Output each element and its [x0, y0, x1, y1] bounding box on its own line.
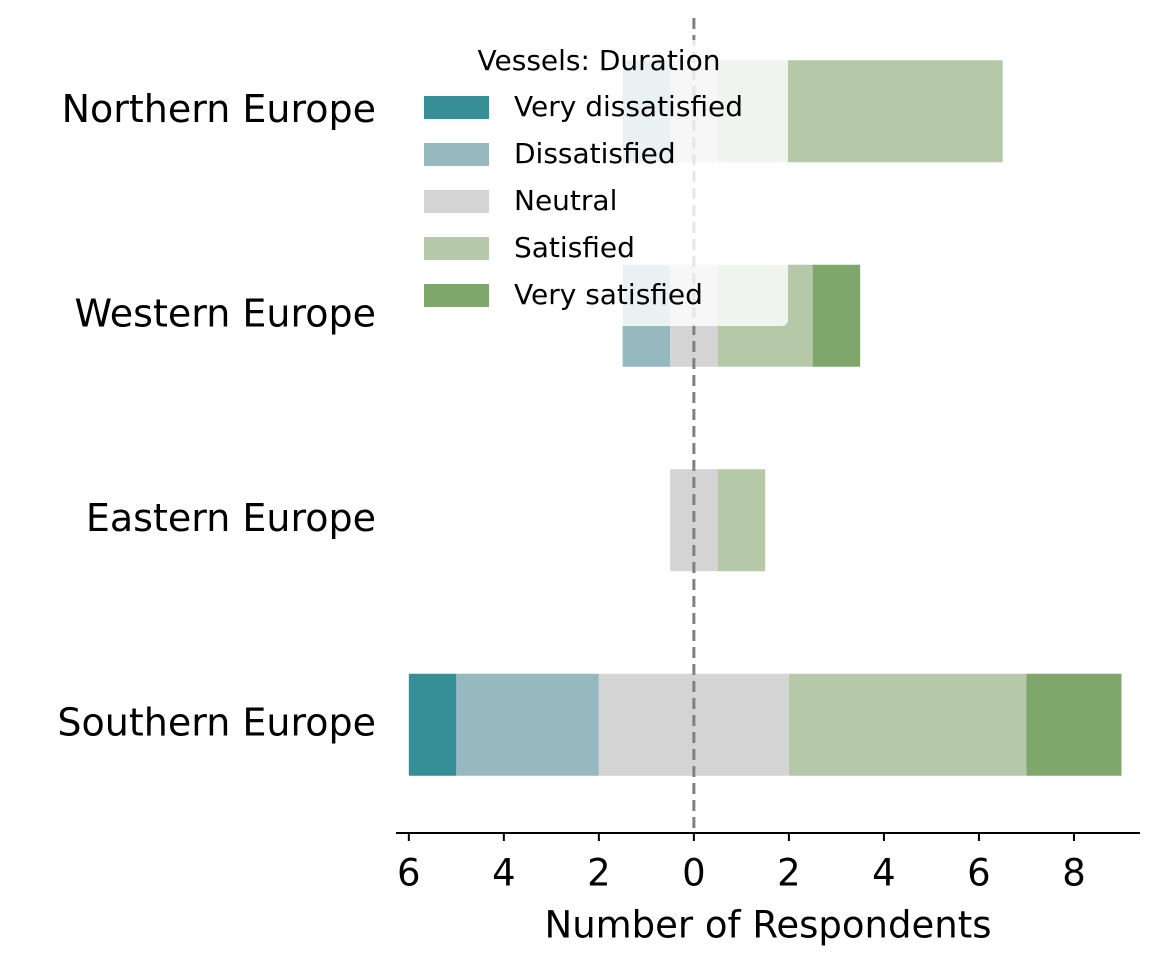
bar-segment — [456, 673, 599, 776]
legend-label: Very satisfied — [514, 278, 703, 311]
y-tick-label: Southern Europe — [57, 700, 376, 744]
legend-swatch — [424, 284, 489, 307]
bar-segment — [408, 673, 457, 776]
legend-label: Very dissatisfied — [514, 90, 743, 123]
x-tick-label: 8 — [1062, 852, 1086, 895]
legend-title: Vessels: Duration — [478, 44, 721, 77]
bar-segment — [812, 264, 861, 367]
y-tick-label: Northern Europe — [62, 87, 376, 131]
bar-segment — [788, 673, 1027, 776]
bar-segment — [717, 469, 766, 572]
y-tick-label: Western Europe — [74, 291, 376, 335]
legend-swatch — [424, 237, 489, 260]
x-tick-label: 2 — [777, 852, 801, 895]
legend-swatch — [424, 190, 489, 213]
x-tick-label: 2 — [587, 852, 611, 895]
bar-segment — [1026, 673, 1122, 776]
legend-swatch — [424, 96, 489, 119]
legend-label: Dissatisfied — [514, 137, 676, 170]
x-tick-label: 6 — [397, 852, 421, 895]
x-tick-label: 4 — [872, 852, 896, 895]
legend-label: Satisfied — [514, 231, 635, 264]
legend-swatch — [424, 143, 489, 166]
legend-box — [415, 40, 788, 326]
legend-label: Neutral — [514, 184, 617, 217]
x-tick-label: 4 — [492, 852, 516, 895]
x-tick-label: 6 — [967, 852, 991, 895]
x-tick-label: 0 — [682, 852, 706, 895]
x-axis-label: Number of Respondents — [545, 904, 992, 947]
y-tick-label: Eastern Europe — [86, 496, 376, 540]
